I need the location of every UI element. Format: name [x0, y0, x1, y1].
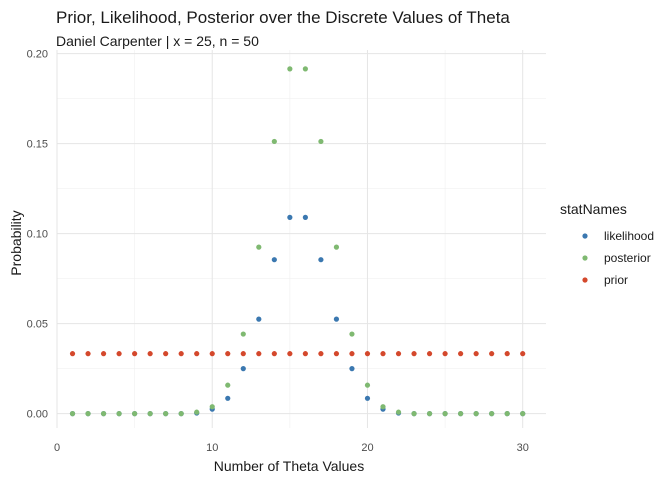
point-prior [318, 351, 324, 357]
point-posterior [395, 409, 402, 415]
point-posterior [426, 411, 433, 417]
point-posterior [489, 411, 495, 417]
point-posterior [178, 411, 184, 417]
point-prior [426, 351, 433, 357]
data-points [69, 66, 526, 417]
y-axis-title: Probability [8, 210, 24, 275]
y-tick-label: 0.20 [27, 49, 48, 61]
x-tick-label: 10 [206, 442, 218, 454]
point-posterior [100, 411, 107, 417]
x-tick-label: 30 [517, 442, 529, 454]
point-posterior [349, 331, 355, 337]
point-likelihood [349, 366, 355, 372]
point-posterior [209, 404, 215, 410]
point-prior [442, 351, 448, 357]
point-prior [225, 351, 231, 357]
point-posterior [411, 411, 417, 417]
legend: statNames likelihood posterior prior [560, 201, 654, 287]
point-prior [287, 351, 293, 357]
point-prior [271, 351, 277, 357]
point-posterior [302, 66, 308, 72]
y-tick-label: 0.05 [27, 319, 48, 331]
point-prior [163, 351, 169, 357]
point-prior [302, 351, 308, 357]
y-tick-label: 0.00 [27, 409, 48, 421]
point-posterior [473, 411, 479, 417]
point-likelihood [302, 214, 308, 220]
point-prior [395, 351, 402, 357]
point-posterior [194, 409, 200, 415]
legend-label-posterior: posterior [604, 251, 651, 265]
point-prior [100, 351, 107, 357]
point-posterior [271, 138, 277, 145]
point-prior [380, 351, 386, 357]
point-prior [504, 351, 510, 357]
chart-subtitle: Daniel Carpenter | x = 25, n = 50 [56, 33, 259, 49]
point-prior [240, 351, 246, 357]
point-posterior [287, 66, 293, 72]
x-axis-ticks: 0 10 20 30 [54, 442, 529, 454]
y-axis-ticks: 0.00 0.05 0.10 0.15 0.20 [27, 49, 48, 421]
legend-label-prior: prior [604, 273, 628, 287]
point-likelihood [364, 395, 371, 401]
legend-key-likelihood [582, 233, 588, 239]
point-prior [520, 351, 526, 357]
point-prior [489, 351, 495, 357]
point-likelihood [318, 257, 324, 263]
point-prior [116, 351, 122, 357]
point-prior [209, 351, 215, 357]
point-likelihood [271, 257, 277, 263]
point-likelihood [240, 366, 246, 372]
point-posterior [504, 411, 510, 417]
point-prior [69, 351, 76, 357]
point-prior [458, 351, 464, 357]
point-posterior [85, 411, 91, 417]
point-prior [178, 351, 184, 357]
point-likelihood [287, 214, 293, 220]
x-tick-label: 0 [54, 442, 60, 454]
point-posterior [364, 382, 371, 388]
point-posterior [458, 411, 464, 417]
point-posterior [147, 411, 153, 417]
point-posterior [116, 411, 122, 417]
legend-key-prior [582, 277, 588, 283]
point-posterior [442, 411, 448, 417]
point-prior [147, 351, 153, 357]
point-prior [333, 351, 340, 357]
point-prior [411, 351, 417, 357]
point-posterior [256, 244, 262, 250]
point-posterior [225, 382, 231, 388]
grid [56, 50, 546, 428]
legend-title: statNames [560, 201, 627, 217]
point-prior [85, 351, 91, 357]
point-prior [364, 351, 371, 357]
point-posterior [163, 411, 169, 417]
point-prior [473, 351, 479, 357]
point-prior [256, 351, 262, 357]
x-axis-title: Number of Theta Values [214, 458, 364, 474]
point-likelihood [225, 395, 231, 401]
legend-label-likelihood: likelihood [604, 229, 654, 243]
y-tick-label: 0.10 [27, 229, 48, 241]
legend-key-posterior [582, 255, 588, 261]
point-prior [194, 351, 200, 357]
point-posterior [132, 411, 138, 417]
point-prior [349, 351, 355, 357]
point-likelihood [256, 316, 262, 322]
chart-title: Prior, Likelihood, Posterior over the Di… [56, 8, 510, 27]
point-posterior [333, 244, 340, 250]
point-posterior [240, 331, 246, 337]
point-likelihood [333, 316, 340, 322]
point-posterior [318, 138, 324, 145]
point-posterior [380, 404, 386, 410]
point-posterior [69, 411, 76, 417]
point-prior [132, 351, 138, 357]
x-tick-label: 20 [361, 442, 373, 454]
y-tick-label: 0.15 [27, 139, 48, 151]
point-posterior [520, 411, 526, 417]
